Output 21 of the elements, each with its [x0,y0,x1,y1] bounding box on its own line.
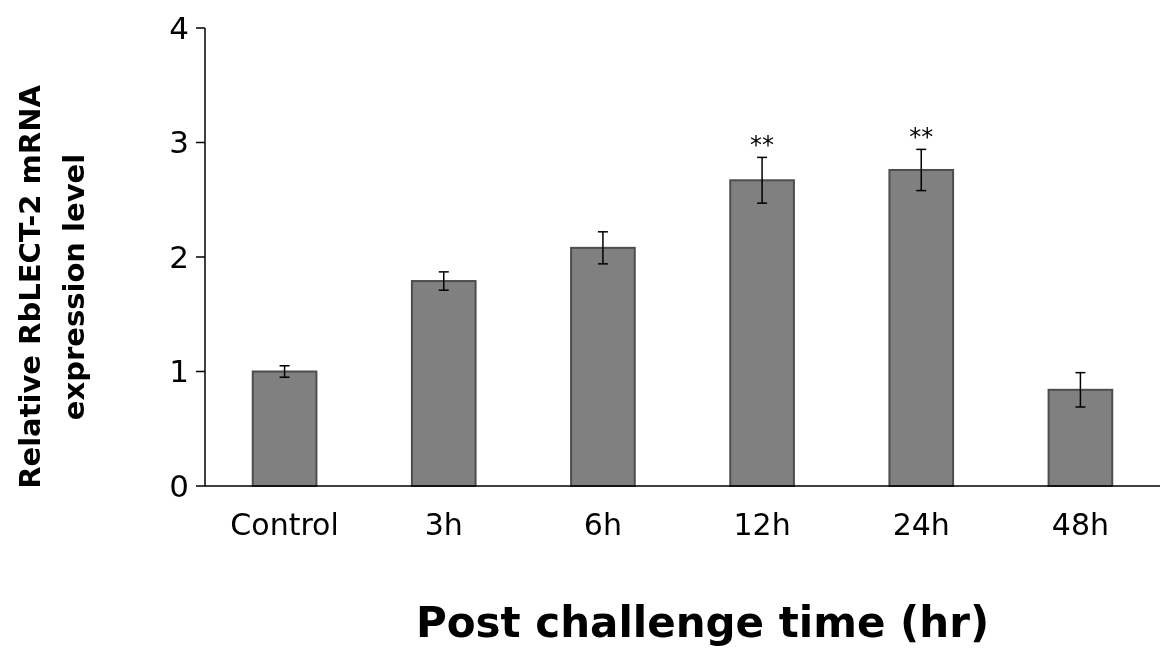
annotation: ** [909,123,934,152]
x-axis-title: Post challenge time (hr) [415,598,990,647]
bar [570,246,636,487]
x-tick-label: 3h [424,507,463,542]
y-tick-label: 0 [169,467,189,504]
x-tick-label: Control [230,507,339,542]
x-tick-label: 24h [892,507,950,542]
bar [410,280,477,487]
bar [251,370,318,487]
bar [1047,388,1114,487]
y-tick-label: 3 [169,124,189,161]
bar [888,168,955,487]
bar [729,179,795,487]
x-tick-label: 6h [583,507,622,542]
x-tick-label: 48h [1051,507,1110,542]
y-axis-title: Relative RbLECT-2 mRNA expression level [13,84,91,489]
annotation: ** [750,131,775,160]
x-tick-label: 12h [733,507,791,542]
y-tick-label: 1 [169,353,189,390]
y-tick-label: 2 [169,238,189,275]
y-tick-label: 4 [169,9,189,46]
